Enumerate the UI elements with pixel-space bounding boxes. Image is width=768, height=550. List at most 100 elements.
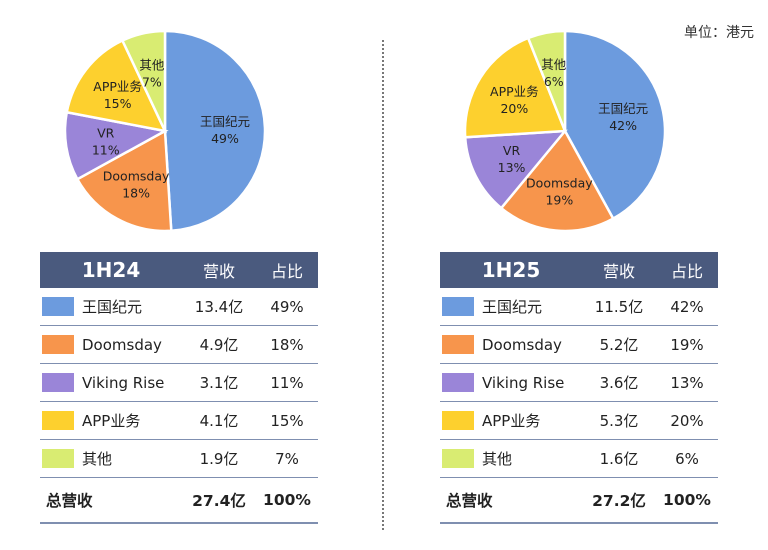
segment-name: Viking Rise bbox=[482, 373, 565, 392]
slice-percent-label: 49% bbox=[211, 131, 239, 146]
total-label: 总营收 bbox=[446, 492, 493, 510]
slice-percent-label: 18% bbox=[122, 186, 150, 201]
legend-swatch bbox=[42, 335, 74, 354]
pie-slice-2 bbox=[463, 129, 568, 210]
pie-slice-4 bbox=[120, 29, 167, 132]
table-row: APP业务 4.1亿 15% bbox=[40, 402, 318, 440]
total-label: 总营收 bbox=[46, 492, 93, 510]
segment-name: 其他 bbox=[482, 450, 513, 468]
slice-label: Doomsday bbox=[103, 169, 170, 184]
segment-name: 王国纪元 bbox=[482, 298, 543, 316]
slice-label: Doomsday bbox=[526, 176, 593, 191]
legend-swatch bbox=[442, 411, 474, 430]
segment-share: 15% bbox=[270, 411, 304, 430]
segment-revenue: 13.4亿 bbox=[194, 298, 244, 316]
segment-revenue: 1.6亿 bbox=[599, 450, 639, 468]
legend-swatch bbox=[442, 449, 474, 468]
segment-share: 20% bbox=[670, 411, 704, 430]
panel-divider bbox=[382, 40, 384, 530]
segment-name: 王国纪元 bbox=[82, 298, 143, 316]
pie-slice-4 bbox=[526, 29, 567, 132]
segment-name: APP业务 bbox=[82, 412, 141, 430]
slice-percent-label: 19% bbox=[545, 193, 573, 208]
pie-slice-0 bbox=[163, 29, 267, 233]
segment-share: 42% bbox=[670, 297, 704, 316]
segment-share: 11% bbox=[270, 373, 304, 392]
slice-label: 王国纪元 bbox=[200, 114, 250, 129]
table-row: Doomsday 4.9亿 18% bbox=[40, 326, 318, 364]
segment-name: Viking Rise bbox=[82, 373, 165, 392]
header-share: 占比 bbox=[270, 262, 303, 281]
segment-share: 7% bbox=[275, 449, 299, 468]
table-row: Viking Rise 3.1亿 11% bbox=[40, 364, 318, 402]
slice-percent-label: 15% bbox=[104, 96, 132, 111]
slice-label: APP业务 bbox=[93, 79, 142, 94]
legend-swatch bbox=[42, 297, 74, 316]
slice-percent-label: 42% bbox=[609, 118, 637, 133]
table-total-row: 总营收 27.4亿 100% bbox=[40, 478, 318, 524]
pie-slice-1 bbox=[499, 128, 615, 233]
total-revenue: 27.4亿 bbox=[192, 492, 246, 510]
segment-name: Doomsday bbox=[82, 335, 162, 354]
pie-chart-1h25: 王国纪元 42% Doomsday 19% VR 13% APP业务 20% 其他 6% bbox=[463, 29, 667, 233]
segment-revenue: 5.2亿 bbox=[599, 336, 639, 354]
table-row: 其他 1.6亿 6% bbox=[440, 440, 718, 478]
panel-1h24: 王国纪元 49% Doomsday 18% VR 11% APP业务 15% 其他 7% 1H24… bbox=[40, 0, 340, 550]
slice-label: 其他 bbox=[139, 57, 165, 72]
pie-slice-3 bbox=[65, 38, 168, 133]
segment-revenue: 3.1亿 bbox=[199, 374, 239, 392]
header-period: 1H25 bbox=[481, 258, 541, 282]
segment-revenue: 4.1亿 bbox=[199, 412, 239, 430]
slice-percent-label: 13% bbox=[498, 160, 526, 175]
pie-slice-3 bbox=[463, 36, 567, 139]
segment-revenue: 4.9亿 bbox=[199, 336, 239, 354]
pie-slice-0 bbox=[563, 29, 667, 221]
header-revenue: 营收 bbox=[202, 262, 235, 281]
segment-name: APP业务 bbox=[482, 412, 541, 430]
slice-label: 王国纪元 bbox=[598, 101, 648, 116]
table-row: 王国纪元 13.4亿 49% bbox=[40, 288, 318, 326]
legend-swatch bbox=[442, 335, 474, 354]
slice-percent-label: 11% bbox=[92, 142, 120, 157]
revenue-table-1h24: 1H24 营收 占比 王国纪元 13.4亿 49% Doomsday 4.9亿 18% … bbox=[40, 252, 318, 524]
segment-share: 49% bbox=[270, 297, 304, 316]
segment-name: Doomsday bbox=[482, 335, 562, 354]
table-row: 王国纪元 11.5亿 42% bbox=[440, 288, 718, 326]
panel-1h25: 王国纪元 42% Doomsday 19% VR 13% APP业务 20% 其他 6% 1H25… bbox=[440, 0, 740, 550]
segment-name: 其他 bbox=[82, 450, 113, 468]
segment-revenue: 11.5亿 bbox=[594, 298, 644, 316]
segment-revenue: 1.9亿 bbox=[199, 450, 239, 468]
table-row: 其他 1.9亿 7% bbox=[40, 440, 318, 478]
revenue-table-1h25: 1H25 营收 占比 王国纪元 11.5亿 42% Doomsday 5.2亿 19% … bbox=[440, 252, 718, 524]
total-share: 100% bbox=[263, 491, 311, 509]
header-period: 1H24 bbox=[81, 258, 141, 282]
legend-swatch bbox=[42, 373, 74, 392]
total-revenue: 27.2亿 bbox=[592, 492, 646, 510]
header-revenue: 营收 bbox=[602, 262, 635, 281]
table-header: 1H25 营收 占比 bbox=[440, 252, 718, 288]
segment-share: 19% bbox=[670, 335, 704, 354]
slice-label: VR bbox=[97, 125, 115, 140]
pie-slice-1 bbox=[75, 128, 173, 233]
segment-revenue: 5.3亿 bbox=[599, 412, 639, 430]
segment-share: 13% bbox=[670, 373, 704, 392]
table-row: Viking Rise 3.6亿 13% bbox=[440, 364, 718, 402]
segment-revenue: 3.6亿 bbox=[599, 374, 639, 392]
slice-label: VR bbox=[503, 143, 521, 158]
slice-label: 其他 bbox=[541, 57, 567, 72]
table-row: Doomsday 5.2亿 19% bbox=[440, 326, 718, 364]
legend-swatch bbox=[42, 449, 74, 468]
segment-share: 6% bbox=[675, 449, 699, 468]
legend-swatch bbox=[442, 297, 474, 316]
table-total-row: 总营收 27.2亿 100% bbox=[440, 478, 718, 524]
pie-chart-1h24: 王国纪元 49% Doomsday 18% VR 11% APP业务 15% 其他 7% bbox=[63, 29, 267, 233]
header-share: 占比 bbox=[670, 262, 703, 281]
pie-slice-2 bbox=[63, 110, 169, 181]
unit-label: 单位：港元 bbox=[684, 25, 754, 41]
slice-label: APP业务 bbox=[490, 84, 539, 99]
slice-percent-label: 20% bbox=[500, 101, 528, 116]
slice-percent-label: 7% bbox=[142, 74, 162, 89]
legend-swatch bbox=[442, 373, 474, 392]
legend-swatch bbox=[42, 411, 74, 430]
total-share: 100% bbox=[663, 491, 711, 509]
